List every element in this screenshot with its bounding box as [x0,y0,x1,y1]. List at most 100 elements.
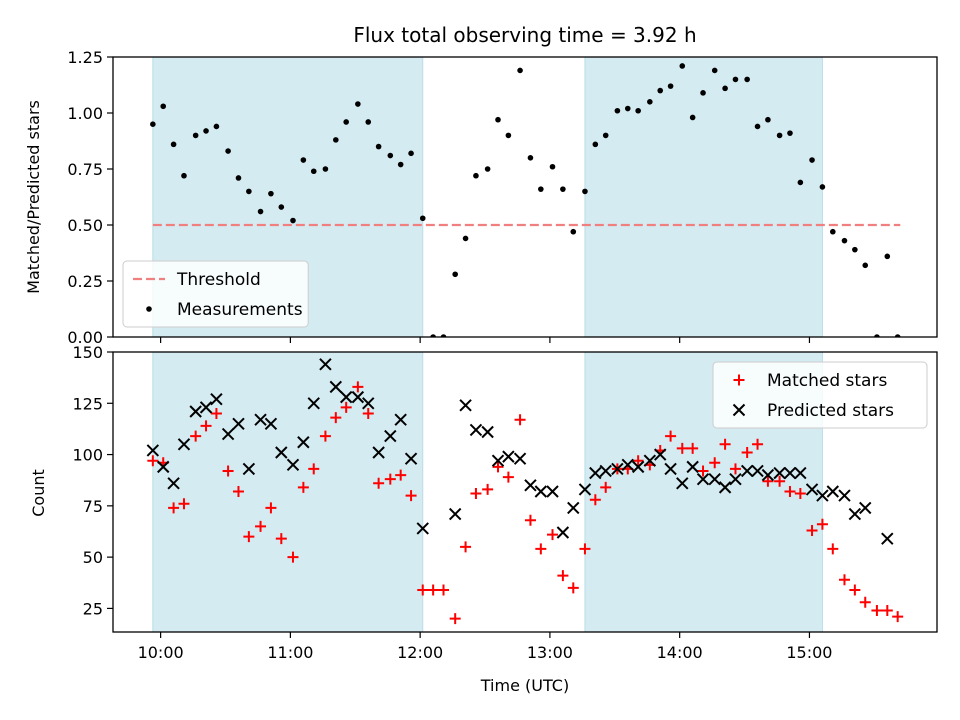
predicted-point [751,464,764,478]
predicted-point [199,401,213,414]
measurement-point [430,334,436,337]
measurement-point [797,179,804,186]
y-tick-label: 50 [83,548,103,567]
matched-point [665,430,677,442]
matched-point [762,475,774,487]
measurement-point [700,90,706,96]
y-tick-label: 100 [72,446,103,465]
measurement-point [667,83,674,89]
matched-point [405,490,417,502]
measurement-point [246,188,252,195]
axes-frame [112,351,938,633]
measurement-point [689,114,696,121]
predicted-point [513,452,527,465]
measurement-point [333,137,339,143]
matched-point [871,604,883,616]
matched-point [535,543,547,555]
measurement-point [419,215,426,222]
x-tick-label: 10:00 [138,643,184,662]
predicted-point [339,390,353,404]
predicted-point [177,438,191,451]
y-tick-label: 75 [83,497,103,516]
matched-point [859,596,871,608]
predicted-point [589,466,602,480]
measurement-point [732,76,739,83]
matched-point [794,488,806,500]
matched-point [547,529,559,541]
matched-point [297,481,309,493]
measurement-point [602,132,609,139]
measurement-point [527,155,534,161]
matched-point [719,438,731,450]
predicted-point [881,532,894,545]
measurement-point [322,166,329,172]
measurement-point [862,262,869,269]
measurement-point [549,163,556,170]
matched-point [308,463,320,475]
ratio-y-axis-label: Matched/Predicted stars [24,100,43,294]
chart-title: Flux total observing time = 3.92 h [353,23,696,47]
y-tick-label: 1.25 [67,48,103,67]
count-panel: 25 50 75 100 125 150 10:00 11:00 12:00 13:00 14:00… [72,343,938,662]
measurement-point [679,63,686,69]
y-tick-label: 0.00 [67,328,103,347]
measurement-point [484,166,491,172]
matched-point [687,442,699,454]
matched-point [200,420,212,432]
measurement-point [647,99,653,105]
matched-point [784,485,796,497]
x-tick-label: 13:00 [527,643,573,662]
predicted-point [740,464,754,478]
matched-point [384,473,396,485]
y-tick-label: 150 [72,343,103,362]
predicted-point [384,429,397,443]
measurement-point [225,148,231,154]
predicted-point [556,526,570,539]
predicted-point [372,446,385,459]
measurement-point [397,161,404,168]
matched-point [470,488,482,500]
matched-point [417,584,429,596]
predicted-point [859,501,872,515]
measurement-point [517,67,523,74]
measurement-point [657,87,664,94]
matched-point [265,502,277,514]
matched-point [697,465,709,477]
measurement-point [624,105,631,112]
predicted-point [708,472,721,486]
predicted-point [404,452,418,465]
y-tick-label: 0.25 [67,272,103,291]
predicted-point [794,466,807,480]
matched-point [243,531,255,543]
predicted-point [157,460,170,474]
matched-point [632,455,644,467]
measurement-point [582,188,588,195]
matched-point [232,485,244,497]
predicted-point [469,423,483,437]
predicted-point [221,427,235,441]
legend-label: Matched stars [767,371,887,391]
measurement-point [278,204,285,210]
predicted-point [578,483,592,496]
predicted-point [524,479,537,492]
measurement-point [819,184,826,190]
measurement-point [170,141,177,148]
matched-point [147,455,159,467]
matched-point [287,551,299,563]
measurement-point [894,334,901,337]
matched-point [774,475,786,487]
predicted-point [286,458,300,472]
predicted-point [459,399,472,412]
legend-matched-marker [733,374,745,386]
measurement-point [310,168,317,175]
legend-box [122,260,309,328]
matched-point [352,381,364,393]
predicted-point [838,489,851,502]
predicted-point [491,454,505,467]
predicted-point [297,436,310,449]
matched-point [579,543,591,555]
measurement-point [408,150,414,157]
measurement-point [874,334,880,337]
matched-point [395,469,407,481]
measurement-point [192,132,199,139]
